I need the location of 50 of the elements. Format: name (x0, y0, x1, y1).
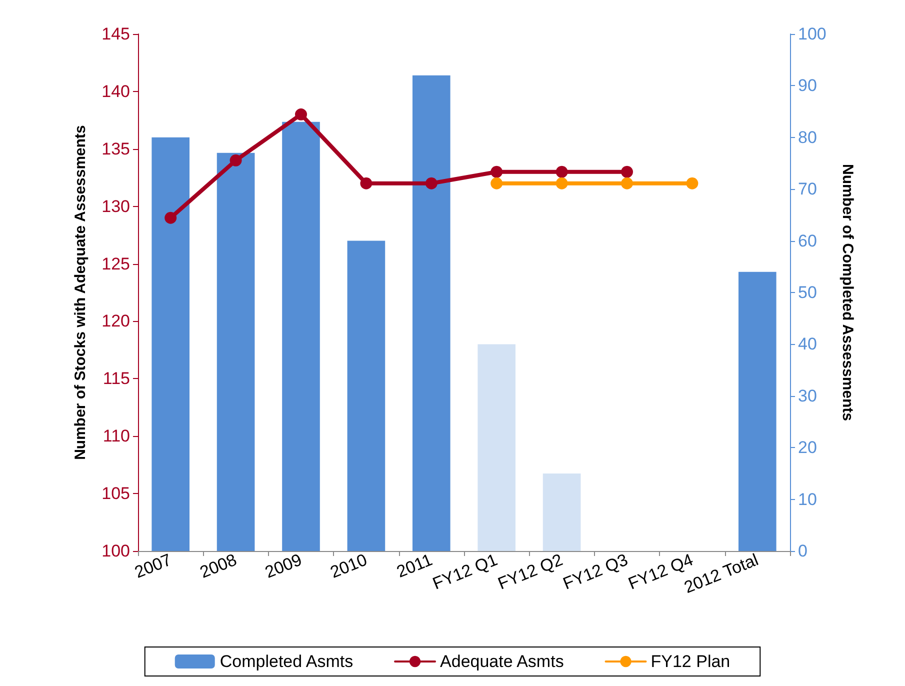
legend-label: Adequate Asmts (440, 652, 564, 671)
y-tick-label: 135 (102, 139, 130, 158)
x-tick-label: 2010 (328, 550, 370, 582)
y-tick-label: 120 (102, 312, 130, 331)
y-tick-label: 100 (102, 542, 130, 560)
bar (152, 137, 190, 551)
y-tick-label: 105 (102, 484, 130, 504)
y2-tick-label: 100 (798, 24, 826, 44)
point (621, 177, 633, 190)
x-tick-label: 2007 (132, 550, 174, 582)
y2-tick-label: 10 (798, 490, 817, 509)
point (556, 177, 568, 190)
point (686, 177, 698, 190)
y2-tick-label: 30 (798, 386, 817, 406)
y2-tick-label: 0 (798, 542, 808, 560)
bar (216, 152, 255, 551)
point (425, 177, 438, 190)
point (360, 177, 372, 190)
bar (478, 344, 516, 551)
point (556, 166, 568, 178)
legend-label: Completed Asmts (220, 652, 354, 671)
y-axis-title: Number of Stocks with Adequate Assessments (72, 125, 89, 460)
y2-tick-label: 20 (798, 438, 817, 458)
x-tick-label: 2008 (197, 550, 240, 582)
y2-tick-label: 60 (798, 231, 817, 250)
point (230, 154, 242, 166)
legend-label: FY12 Plan (650, 652, 730, 671)
y-tick-label: 145 (102, 24, 130, 44)
point (164, 212, 177, 224)
bar (738, 272, 776, 551)
point (490, 166, 503, 178)
y2-tick-label: 50 (798, 283, 817, 302)
y2-axis-title: Number of Completed Assessments (839, 164, 856, 422)
point (621, 166, 633, 178)
bar (542, 473, 581, 551)
bar (282, 122, 320, 551)
bar (412, 75, 450, 551)
y2-tick-label: 90 (798, 76, 817, 96)
y-tick-label: 140 (102, 82, 130, 101)
y-tick-label: 130 (102, 196, 130, 216)
y-tick-label: 125 (102, 254, 130, 274)
y-tick-label: 110 (102, 426, 130, 446)
x-tick-label: 2009 (262, 550, 305, 582)
y-tick-label: 115 (102, 369, 130, 388)
y2-tick-label: 80 (798, 128, 817, 147)
bar (347, 240, 386, 551)
point (490, 177, 503, 190)
point (295, 108, 307, 120)
y2-tick-label: 70 (798, 180, 817, 199)
y2-tick-label: 40 (798, 334, 817, 354)
